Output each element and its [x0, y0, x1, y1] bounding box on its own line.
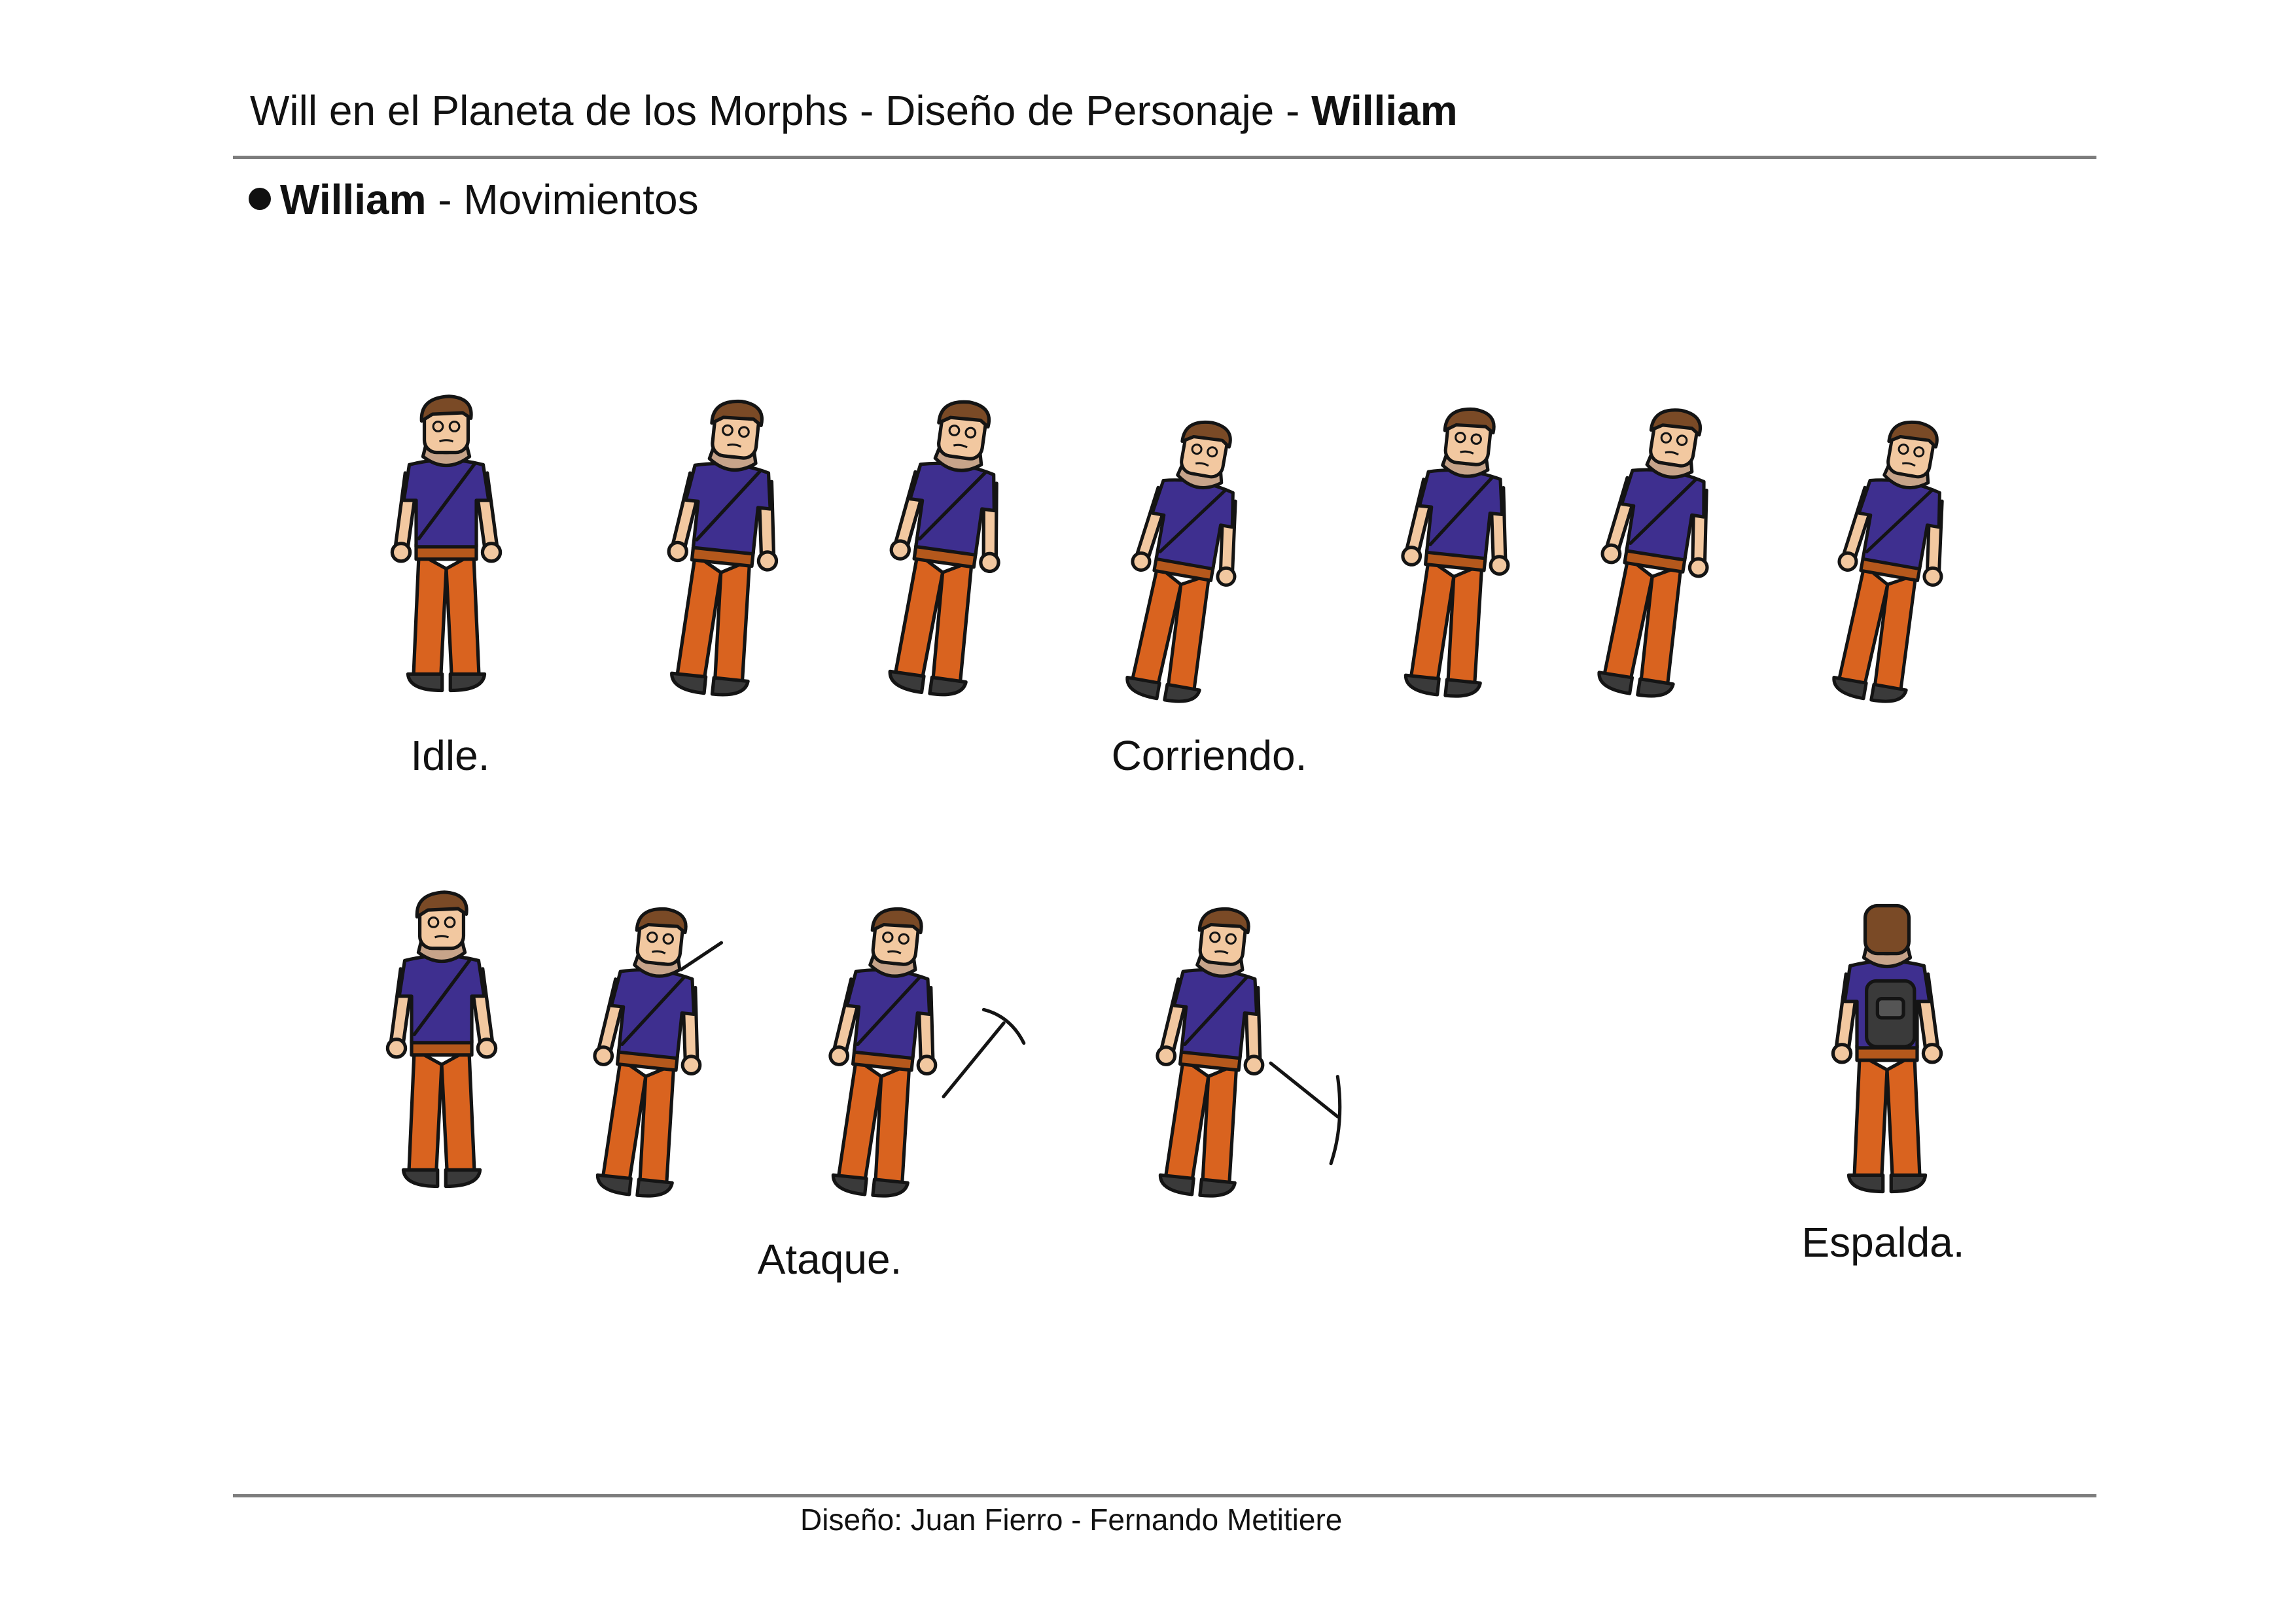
header-divider	[233, 156, 2096, 159]
running-frame-6-figure	[1806, 421, 1976, 709]
page-title-character: William	[1311, 87, 1458, 134]
attack-frame-4-figure	[1132, 909, 1342, 1204]
running-frame-5-figure	[1577, 410, 1734, 704]
idle-pose-figure	[374, 398, 518, 699]
back-view-figure	[1815, 899, 1959, 1200]
bullet-icon	[249, 188, 271, 210]
running-frame-2-figure	[870, 402, 1021, 703]
section-heading: William - Movimientos	[249, 175, 699, 224]
running-frame-3-figure	[1099, 421, 1269, 709]
footer-divider	[233, 1494, 2096, 1497]
running-frame-1-figure	[648, 402, 798, 703]
attack-frame-2-figure	[569, 909, 724, 1204]
attack-frame-3-figure	[805, 909, 1026, 1204]
page-title: Will en el Planeta de los Morphs - Diseñ…	[250, 86, 1458, 135]
attack-frame-1-figure	[366, 894, 517, 1195]
page-title-prefix: Will en el Planeta de los Morphs - Diseñ…	[250, 87, 1312, 134]
footer-credits: Diseño: Juan Fierro - Fernando Metitiere	[800, 1503, 1343, 1537]
label-attack: Ataque.	[757, 1236, 902, 1283]
running-frame-4-figure	[1381, 410, 1531, 704]
section-character-name: William	[280, 176, 427, 223]
section-subtitle: - Movimientos	[426, 176, 699, 223]
label-idle: Idle.	[410, 732, 490, 779]
label-running: Corriendo.	[1111, 732, 1307, 779]
label-back: Espalda.	[1801, 1219, 1965, 1266]
